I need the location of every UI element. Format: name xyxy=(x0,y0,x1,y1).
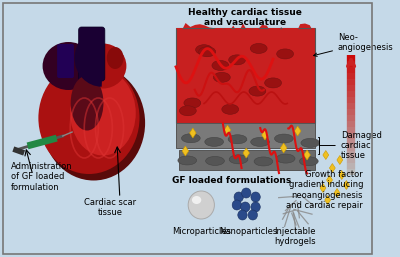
Polygon shape xyxy=(325,196,331,205)
Polygon shape xyxy=(329,163,335,172)
Circle shape xyxy=(242,188,251,198)
Ellipse shape xyxy=(107,47,124,69)
Ellipse shape xyxy=(188,191,214,219)
Ellipse shape xyxy=(229,155,248,164)
Polygon shape xyxy=(337,155,343,164)
Ellipse shape xyxy=(229,55,246,65)
Ellipse shape xyxy=(180,106,196,116)
FancyBboxPatch shape xyxy=(176,123,314,148)
Polygon shape xyxy=(190,128,196,138)
Text: Damaged
cardiac
tissue: Damaged cardiac tissue xyxy=(318,131,382,160)
FancyBboxPatch shape xyxy=(176,28,314,123)
Ellipse shape xyxy=(276,154,295,163)
Ellipse shape xyxy=(274,134,293,143)
Ellipse shape xyxy=(70,70,136,155)
Ellipse shape xyxy=(178,156,197,165)
Polygon shape xyxy=(262,130,268,140)
Circle shape xyxy=(251,202,260,212)
Ellipse shape xyxy=(251,137,270,146)
Ellipse shape xyxy=(205,137,224,146)
Ellipse shape xyxy=(80,43,126,88)
Polygon shape xyxy=(176,23,314,123)
Ellipse shape xyxy=(206,157,224,166)
Polygon shape xyxy=(326,176,332,185)
Ellipse shape xyxy=(182,134,200,143)
Text: Healthy cardiac tissue
and vasculature: Healthy cardiac tissue and vasculature xyxy=(188,8,302,27)
Text: Injectable
hydrogels: Injectable hydrogels xyxy=(274,227,316,246)
Ellipse shape xyxy=(196,45,212,55)
Ellipse shape xyxy=(213,72,230,82)
Circle shape xyxy=(232,200,242,210)
Polygon shape xyxy=(182,146,189,156)
Ellipse shape xyxy=(42,66,145,180)
Text: Administration
of GF loaded
formulation: Administration of GF loaded formulation xyxy=(11,162,73,192)
Polygon shape xyxy=(304,150,310,160)
FancyBboxPatch shape xyxy=(57,44,74,78)
Circle shape xyxy=(251,192,260,202)
Ellipse shape xyxy=(277,49,294,59)
Circle shape xyxy=(241,202,250,212)
Ellipse shape xyxy=(38,62,140,174)
Text: Nanoparticles: Nanoparticles xyxy=(219,227,277,236)
Ellipse shape xyxy=(42,42,94,90)
Ellipse shape xyxy=(300,157,318,166)
Text: Microparticles: Microparticles xyxy=(172,227,231,236)
Polygon shape xyxy=(344,180,349,189)
Ellipse shape xyxy=(301,138,320,148)
Ellipse shape xyxy=(192,196,201,204)
Text: GF loaded formulations: GF loaded formulations xyxy=(172,176,291,185)
Ellipse shape xyxy=(250,43,267,53)
Polygon shape xyxy=(339,170,345,179)
Polygon shape xyxy=(320,183,326,192)
Ellipse shape xyxy=(228,135,247,144)
Ellipse shape xyxy=(212,60,229,70)
Polygon shape xyxy=(294,126,301,136)
Ellipse shape xyxy=(71,76,104,131)
Circle shape xyxy=(234,192,244,202)
Polygon shape xyxy=(224,125,231,135)
Ellipse shape xyxy=(249,86,266,96)
Polygon shape xyxy=(280,143,287,153)
Polygon shape xyxy=(323,151,329,160)
Text: Neo-
angiogenesis: Neo- angiogenesis xyxy=(314,33,394,56)
Ellipse shape xyxy=(254,157,273,166)
FancyBboxPatch shape xyxy=(179,150,314,170)
Ellipse shape xyxy=(222,104,239,114)
Text: Cardiac scar
tissue: Cardiac scar tissue xyxy=(84,198,136,217)
Circle shape xyxy=(248,210,258,220)
Circle shape xyxy=(238,210,247,220)
FancyBboxPatch shape xyxy=(79,27,105,81)
Ellipse shape xyxy=(265,78,282,88)
Ellipse shape xyxy=(184,98,201,108)
Text: Growth factor
gradient inducing
neoangiogenesis
and cardiac repair: Growth factor gradient inducing neoangio… xyxy=(286,170,363,210)
Polygon shape xyxy=(243,148,250,158)
Ellipse shape xyxy=(199,47,216,57)
Polygon shape xyxy=(334,188,340,197)
